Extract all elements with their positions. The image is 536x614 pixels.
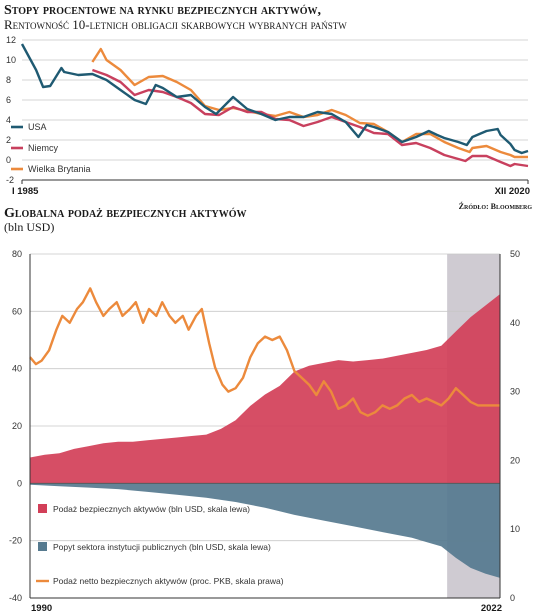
y-tick-label: 6 [6, 95, 11, 105]
y-left-tick-label: -40 [9, 593, 22, 603]
y-left-tick-label: 0 [17, 478, 22, 488]
x-start-label: 1990 [31, 603, 52, 614]
y-left-tick-label: 40 [12, 364, 22, 374]
legend-label-usa: USA [28, 122, 47, 132]
chart1-subtitle: Rentowność 10-letnich obligacji skarbowy… [4, 17, 347, 32]
y-right-tick-label: 0 [510, 593, 515, 603]
chart1-title: Stopy procentowe na rynku bezpiecznych a… [4, 3, 321, 18]
y-left-tick-label: 60 [12, 306, 22, 316]
y-right-tick-label: 50 [510, 249, 520, 259]
legend-label-demand: Popyt sektora instytucji publicznych (bl… [53, 542, 271, 552]
net-supply-line [29, 287, 500, 417]
y-tick-label: 4 [6, 115, 11, 125]
legend-label-net: Podaż netto bezpiecznych aktywów (proc. … [53, 576, 284, 586]
series-line-usa [20, 43, 529, 155]
y-left-tick-label: -20 [9, 536, 22, 546]
x-end-label: 2022 [481, 603, 502, 614]
source-note: Źródło: Bloomberg [458, 202, 532, 211]
series-line-germany [91, 68, 529, 168]
y-left-tick-label: 20 [12, 421, 22, 431]
supply-area [30, 294, 500, 484]
legend-swatch-supply [38, 504, 47, 513]
y-right-tick-label: 10 [510, 524, 520, 534]
x-end-label: XII 2020 [495, 186, 530, 197]
y-left-tick-label: 80 [12, 249, 22, 259]
y-right-tick-label: 40 [510, 318, 520, 328]
y-tick-label: 10 [6, 55, 16, 65]
y-right-tick-label: 20 [510, 455, 520, 465]
chart1-plot: -2 0 2 4 6 8 10 12 USA Niemcy Wielka Brytania I 198… [6, 35, 530, 197]
chart2-title: Globalna podaż bezpiecznych aktywów [4, 206, 247, 221]
x-start-label: I 1985 [12, 186, 39, 197]
y-right-tick-label: 30 [510, 387, 520, 397]
legend-label-uk: Wielka Brytania [28, 164, 91, 174]
legend-swatch-demand [38, 542, 47, 551]
y-tick-label: 0 [6, 155, 11, 165]
series-line-uk [91, 47, 528, 159]
chart2-subtitle: (bln USD) [4, 220, 55, 234]
chart2-plot: -40 -20 0 20 40 60 80 0 10 20 30 40 50 Podaż bezpiecz… [9, 249, 520, 614]
y-tick-label: 2 [6, 135, 11, 145]
demand-area [30, 483, 500, 578]
legend-label-supply: Podaż bezpiecznych aktywów (bln USD, ska… [53, 504, 250, 514]
y-tick-label: -2 [6, 175, 14, 185]
y-tick-label: 8 [6, 75, 11, 85]
legend-label-germany: Niemcy [28, 143, 59, 153]
y-tick-label: 12 [6, 35, 16, 45]
